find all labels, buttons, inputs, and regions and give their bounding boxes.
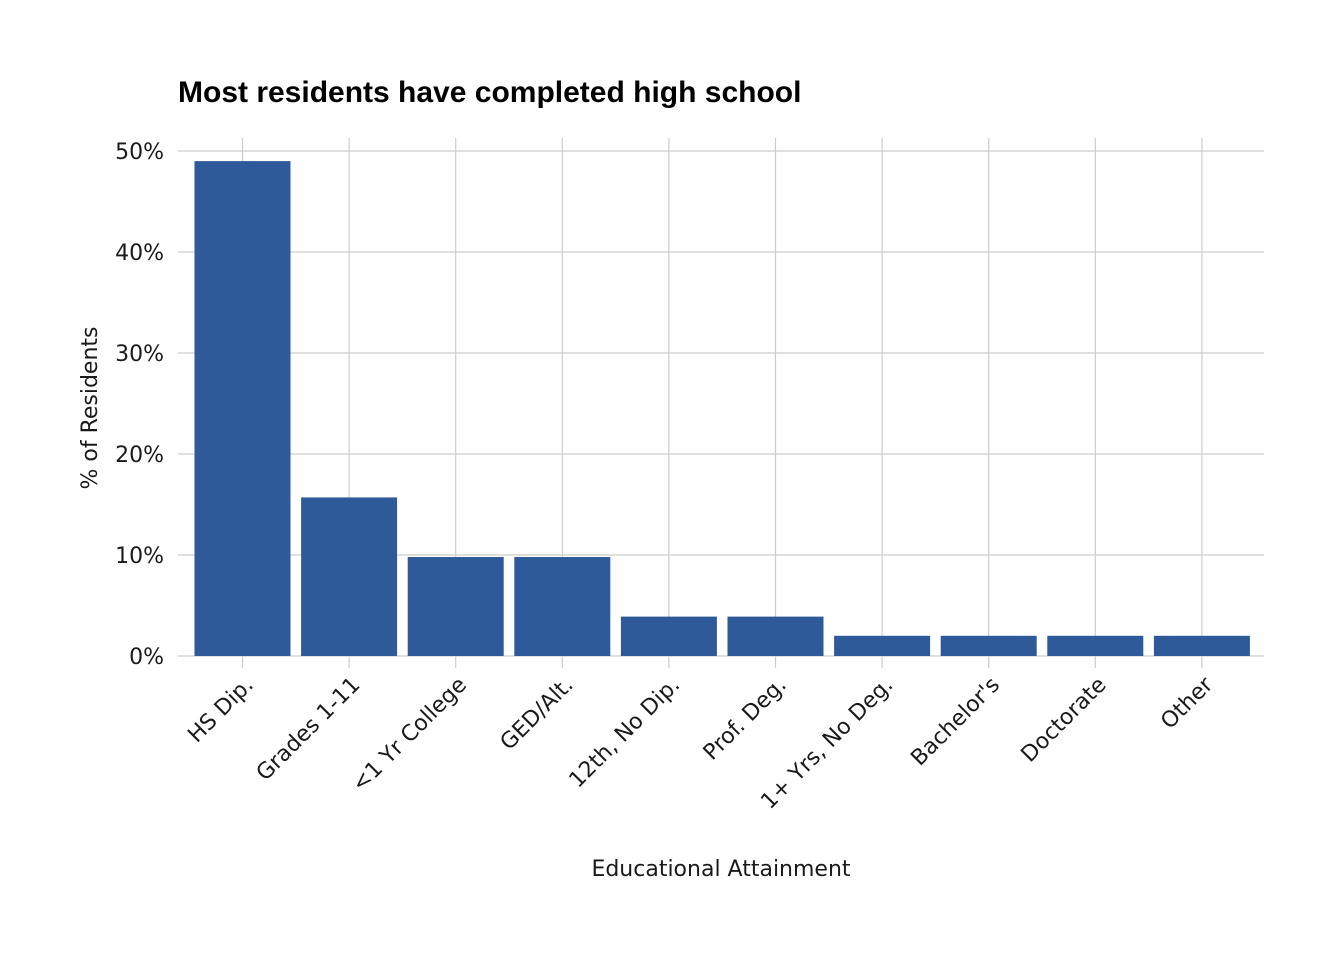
x-tick-label: Prof. Deg. — [699, 673, 792, 766]
bar — [834, 635, 931, 656]
y-tick-label: 30% — [115, 342, 164, 367]
x-tick-label: <1 Yr College — [348, 673, 472, 797]
x-tick-label: Doctorate — [1017, 673, 1112, 768]
bar — [194, 161, 291, 656]
x-tick-label: Bachelor's — [906, 673, 1004, 771]
bar — [301, 497, 398, 656]
x-tick-label: Grades 1-11 — [252, 673, 365, 786]
grid-lines — [178, 138, 1264, 668]
bar — [940, 635, 1037, 656]
x-tick-label: GED/Alt. — [496, 673, 579, 756]
y-tick-label: 0% — [129, 645, 164, 670]
y-tick-label: 10% — [115, 544, 164, 569]
x-tick-label: 12th, No Dip. — [565, 673, 686, 794]
bar — [1153, 635, 1250, 656]
bar — [514, 557, 611, 656]
x-tick-label: Other — [1156, 672, 1219, 735]
x-tick-labels: HS Dip.Grades 1-11<1 Yr College GED/Alt.1… — [183, 672, 1218, 815]
y-tick-label: 50% — [115, 140, 164, 165]
y-tick-label: 40% — [115, 241, 164, 266]
bar — [407, 557, 504, 656]
x-tick-label: HS Dip. — [183, 673, 258, 748]
bars — [194, 161, 1250, 656]
x-axis-label: Educational Attainment — [591, 857, 850, 882]
bar — [1047, 635, 1144, 656]
y-axis-label: % of Residents — [78, 326, 103, 489]
y-tick-labels: 0% 10% 20% 30% 40% 50% — [115, 140, 164, 670]
chart-title: Most residents have completed high schoo… — [178, 76, 801, 109]
bar — [620, 616, 717, 656]
y-tick-label: 20% — [115, 443, 164, 468]
bar — [727, 616, 824, 656]
